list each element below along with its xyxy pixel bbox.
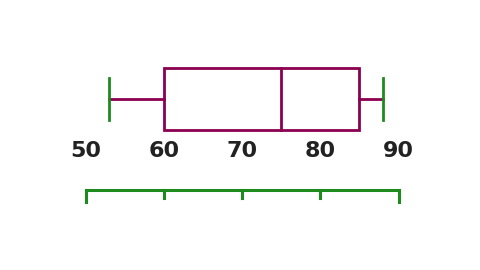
Text: 90: 90 — [383, 141, 414, 161]
Bar — [164, 68, 360, 130]
Text: 70: 70 — [227, 141, 258, 161]
Text: 80: 80 — [305, 141, 336, 161]
Text: 60: 60 — [149, 141, 180, 161]
Text: 50: 50 — [71, 141, 102, 161]
